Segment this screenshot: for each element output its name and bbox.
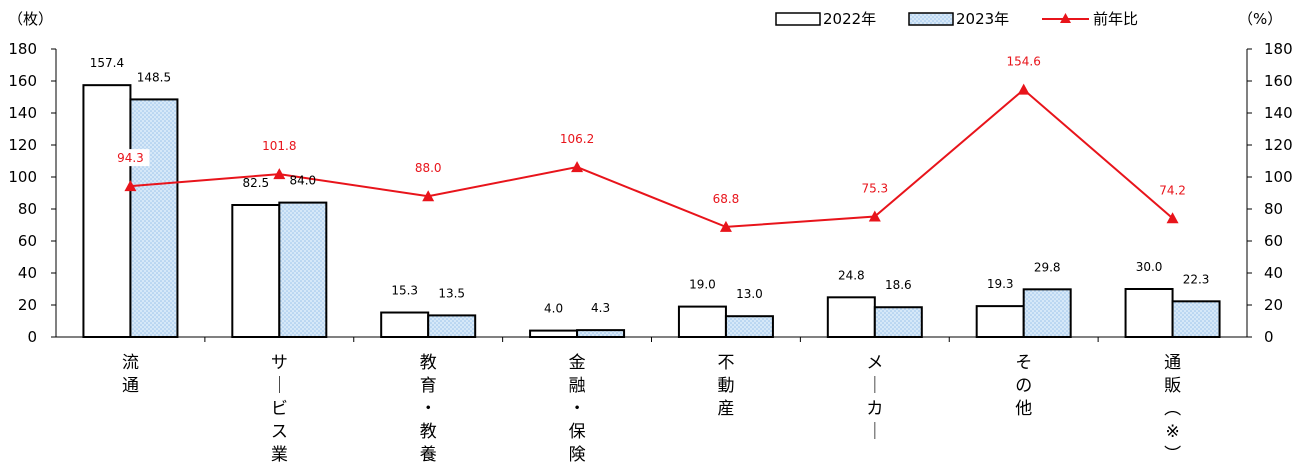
ratio-marker	[719, 220, 732, 232]
bar-2022	[231, 204, 281, 338]
category-labels: 流通 サ｜ビス業 教育・教養 金融・保険 不動産 メ｜カ｜ その他 通販︵ ※ ︶	[122, 353, 1181, 463]
legend-triangle-icon	[1060, 13, 1071, 23]
right-axis-unit: （%）	[1238, 10, 1282, 28]
bar-value-2022: 82.5	[242, 176, 269, 190]
bar-value-2023: 13.5	[438, 286, 465, 300]
right-tick-label: 160	[1264, 72, 1293, 90]
bar-value-2022: 157.4	[90, 56, 124, 70]
ratio-value-label: 68.8	[713, 192, 740, 206]
ratio-value-label: 154.6	[1007, 55, 1041, 69]
right-tick-label: 40	[1264, 264, 1283, 282]
bar-value-2023: 18.6	[885, 278, 912, 292]
ratio-value-label: 74.2	[1159, 183, 1186, 197]
bar-value-2022: 24.8	[838, 268, 865, 282]
left-tick-label: 100	[8, 168, 37, 186]
ratio-marker	[1166, 212, 1179, 224]
bars	[82, 84, 1221, 339]
left-tick-label: 120	[8, 136, 37, 154]
bar-2023	[576, 329, 626, 338]
bar-2023	[873, 306, 923, 338]
right-tick-label: 60	[1264, 232, 1283, 250]
left-tick-label: 20	[18, 296, 37, 314]
legend-swatch-2022	[775, 12, 821, 26]
bar-2022	[380, 311, 430, 338]
bar-value-2023: 84.0	[289, 174, 316, 188]
right-tick-label: 0	[1264, 328, 1274, 346]
legend-label-2023: 2023年	[956, 10, 1009, 28]
bar-2023	[129, 98, 179, 339]
bar-2023	[724, 315, 774, 339]
bar-value-2023: 148.5	[137, 70, 171, 84]
bar-value-2022: 19.0	[689, 278, 716, 292]
bar-2022	[677, 305, 727, 339]
ratio-value-label: 88.0	[415, 161, 442, 175]
bar-value-2022: 30.0	[1136, 260, 1163, 274]
left-tick-label: 80	[18, 200, 37, 218]
legend-swatch-2023	[908, 12, 954, 26]
ratio-marker	[273, 168, 286, 180]
ratio-value-label: 106.2	[560, 132, 594, 146]
legend: 2022年 2023年 前年比	[775, 10, 1138, 28]
ratio-label-bg	[1000, 52, 1047, 70]
bar-value-2022: 4.0	[544, 302, 563, 316]
bar-2022	[826, 296, 876, 339]
ratio-marker	[571, 161, 584, 173]
category-label: メ｜カ｜	[866, 353, 883, 442]
category-label: 不動産	[717, 353, 734, 419]
bar-value-2023: 29.8	[1034, 260, 1061, 274]
ratio-value-label: 101.8	[262, 139, 296, 153]
bar-2023	[427, 314, 477, 338]
ratio-marker	[1017, 83, 1030, 95]
left-tick-label: 60	[18, 232, 37, 250]
bar-value-2023: 4.3	[591, 301, 610, 315]
right-tick-label: 120	[1264, 136, 1293, 154]
bar-2022	[975, 305, 1025, 338]
ratio-line-layer	[124, 83, 1179, 232]
left-tick-label: 180	[8, 40, 37, 58]
bar-2022	[82, 84, 132, 338]
bar-2022	[1124, 288, 1174, 338]
ratio-value-label: 94.3	[117, 151, 144, 165]
legend-label-2022: 2022年	[823, 10, 876, 28]
category-label: 流通	[122, 353, 139, 396]
legend-label-ratio: 前年比	[1093, 10, 1138, 28]
bar-value-2023: 13.0	[736, 287, 763, 301]
data-labels: 157.4 148.5 82.5 84.0 15.3 13.5 4.0 4.3 19.0 13.0…	[90, 52, 1210, 316]
ratio-marker	[868, 210, 881, 222]
category-label: 教育・教養	[420, 353, 437, 463]
right-tick-label: 20	[1264, 296, 1283, 314]
bar-2023	[1171, 300, 1221, 339]
bar-2023	[1022, 288, 1072, 339]
left-tick-label: 40	[18, 264, 37, 282]
right-tick-label: 180	[1264, 40, 1293, 58]
left-tick-label: 0	[27, 328, 37, 346]
ratio-label-bg	[111, 149, 150, 167]
right-tick-label: 140	[1264, 104, 1293, 122]
right-tick-label: 100	[1264, 168, 1293, 186]
category-label: 通販︵ ※ ︶	[1164, 353, 1181, 463]
ratio-line	[130, 88, 1174, 228]
left-tick-label: 140	[8, 104, 37, 122]
bar-value-2022: 15.3	[391, 284, 418, 298]
category-label: 金融・保険	[569, 353, 586, 463]
category-label: サ｜ビス業	[271, 353, 288, 463]
bar-2023	[278, 201, 328, 338]
bar-2022	[529, 329, 579, 339]
ratio-marker	[124, 180, 137, 192]
category-label: その他	[1015, 353, 1032, 419]
left-axis-unit: （枚）	[8, 10, 53, 28]
bar-value-2023: 22.3	[1183, 272, 1210, 286]
left-tick-label: 160	[8, 72, 37, 90]
ratio-marker	[422, 190, 435, 202]
ratio-value-label: 75.3	[861, 182, 888, 196]
axes: 0 20 40 60 80 100 120 140 160 180 0 20 40 60 80 100 120 1…	[8, 40, 1292, 346]
right-tick-label: 80	[1264, 200, 1283, 218]
bar-value-2022: 19.3	[987, 277, 1014, 291]
